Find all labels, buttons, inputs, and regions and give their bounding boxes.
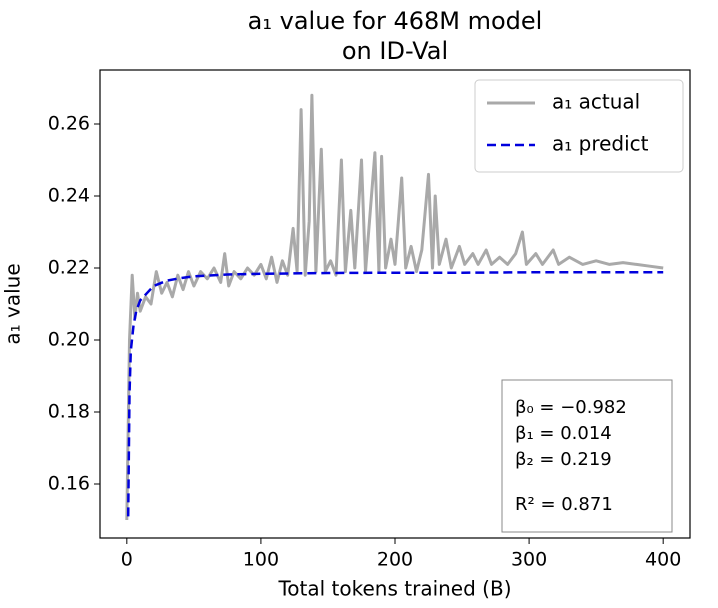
y-tick-label: 0.20	[48, 329, 90, 351]
x-tick-label: 300	[511, 549, 547, 571]
x-tick-label: 100	[243, 549, 279, 571]
series-line	[125, 93, 664, 521]
legend-label: a₁ actual	[552, 90, 640, 114]
y-tick-label: 0.26	[48, 113, 90, 135]
y-tick-label: 0.16	[48, 473, 90, 495]
annotation: β₂ = 0.219	[515, 449, 612, 470]
x-tick-label: 400	[645, 549, 681, 571]
annotation: R² = 0.871	[515, 494, 613, 515]
series-line	[126, 271, 664, 517]
x-tick-label: 0	[121, 549, 133, 571]
annotation: β₀ = −0.982	[515, 397, 627, 418]
x-axis-label: Total tokens trained (B)	[277, 577, 511, 601]
y-tick-label: 0.22	[48, 257, 90, 279]
y-tick-label: 0.18	[48, 401, 90, 423]
legend-label: a₁ predict	[552, 132, 649, 156]
x-tick-label: 200	[377, 549, 413, 571]
plot-frame	[99, 69, 691, 539]
annotation: β₁ = 0.014	[515, 423, 612, 444]
y-tick-label: 0.24	[48, 185, 90, 207]
y-axis-label: a₁ value	[1, 263, 25, 344]
chart-title: on ID-Val	[342, 37, 448, 65]
chart-title: a₁ value for 468M model	[248, 7, 543, 35]
annotation-box	[501, 379, 673, 533]
